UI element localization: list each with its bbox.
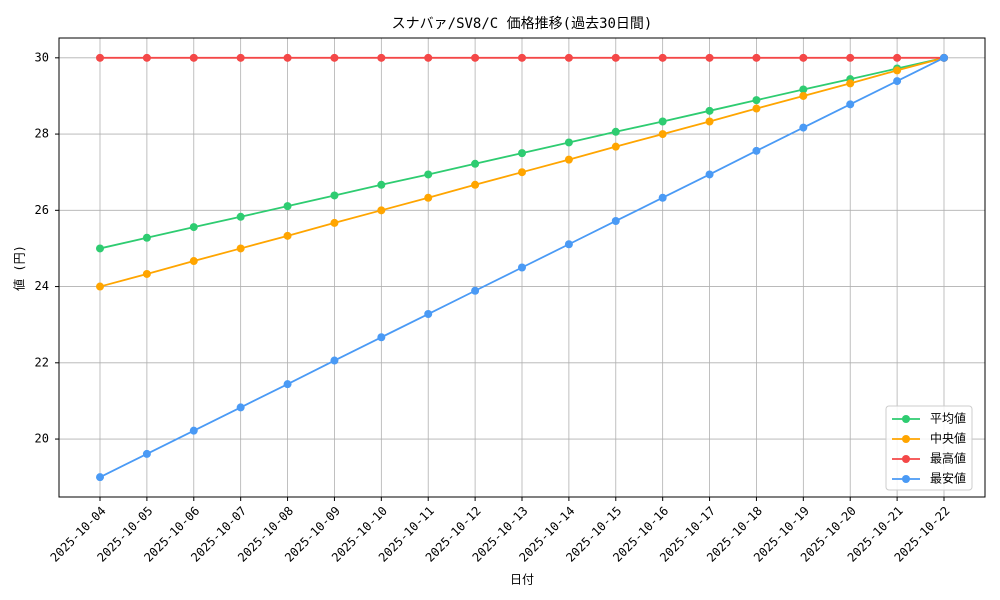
y-tick-label: 24 [35, 279, 49, 293]
point [611, 142, 620, 151]
point [377, 53, 386, 62]
legend-marker [902, 475, 910, 483]
point [705, 106, 714, 115]
point [752, 146, 761, 155]
point [799, 85, 808, 94]
point [658, 193, 667, 202]
legend-box [885, 405, 973, 491]
point [705, 53, 714, 62]
point [236, 244, 245, 253]
point [799, 123, 808, 132]
point [96, 53, 104, 62]
point [283, 202, 292, 211]
point [658, 130, 667, 139]
point [564, 138, 573, 147]
legend-marker [902, 455, 910, 463]
point [330, 191, 339, 200]
point [471, 180, 480, 189]
point [752, 53, 761, 62]
legend-marker [902, 415, 910, 423]
point [96, 473, 104, 482]
point [377, 206, 386, 215]
point [330, 53, 339, 62]
chart-title: スナバァ/SV8/C 価格推移(過去30日間) [392, 16, 653, 32]
y-tick-label: 30 [35, 50, 49, 64]
point [893, 77, 902, 86]
plot-frame [58, 37, 986, 498]
point [846, 100, 855, 109]
point [752, 96, 761, 105]
point [518, 168, 526, 177]
legend-marker [902, 435, 910, 443]
point [705, 170, 714, 179]
point [96, 244, 104, 253]
point [564, 155, 573, 164]
point [424, 193, 433, 202]
point [236, 212, 245, 221]
legend-label: 最安値 [930, 471, 966, 486]
point [658, 53, 667, 62]
point [424, 310, 433, 319]
point [564, 240, 573, 249]
legend-label: 平均値 [930, 411, 966, 426]
y-tick-label: 22 [35, 355, 49, 369]
point [189, 426, 198, 435]
point [846, 53, 855, 62]
point [471, 286, 480, 295]
point [705, 117, 714, 126]
point [518, 263, 526, 272]
point [142, 449, 151, 458]
point [940, 53, 948, 62]
point [236, 53, 245, 62]
point [283, 380, 292, 389]
point [611, 216, 620, 225]
point [96, 282, 104, 291]
point [658, 117, 667, 126]
y-tick-label: 20 [35, 432, 49, 446]
point [142, 269, 151, 278]
y-tick-label: 28 [35, 127, 49, 141]
point [142, 233, 151, 242]
point [799, 91, 808, 100]
point [330, 356, 339, 365]
point [283, 231, 292, 240]
point [189, 257, 198, 266]
point [893, 66, 902, 75]
point [283, 53, 292, 62]
point [611, 53, 620, 62]
point [236, 403, 245, 412]
point [377, 180, 386, 189]
point [564, 53, 573, 62]
point [471, 53, 480, 62]
point [142, 53, 151, 62]
y-tick-label: 26 [35, 203, 49, 217]
point [518, 53, 526, 62]
point [752, 104, 761, 113]
x-axis-label: 日付 [510, 573, 534, 587]
point [846, 79, 855, 88]
point [330, 218, 339, 227]
y-axis-label: 値 (円) [12, 245, 27, 291]
point [189, 223, 198, 232]
point [893, 53, 902, 62]
point [424, 53, 433, 62]
point [799, 53, 808, 62]
point [471, 159, 480, 168]
point [611, 127, 620, 136]
point [518, 149, 526, 158]
grid [59, 38, 985, 497]
point [189, 53, 198, 62]
legend-label: 最高値 [930, 451, 966, 466]
point [377, 333, 386, 342]
legend-label: 中央値 [930, 431, 966, 446]
point [424, 170, 433, 179]
